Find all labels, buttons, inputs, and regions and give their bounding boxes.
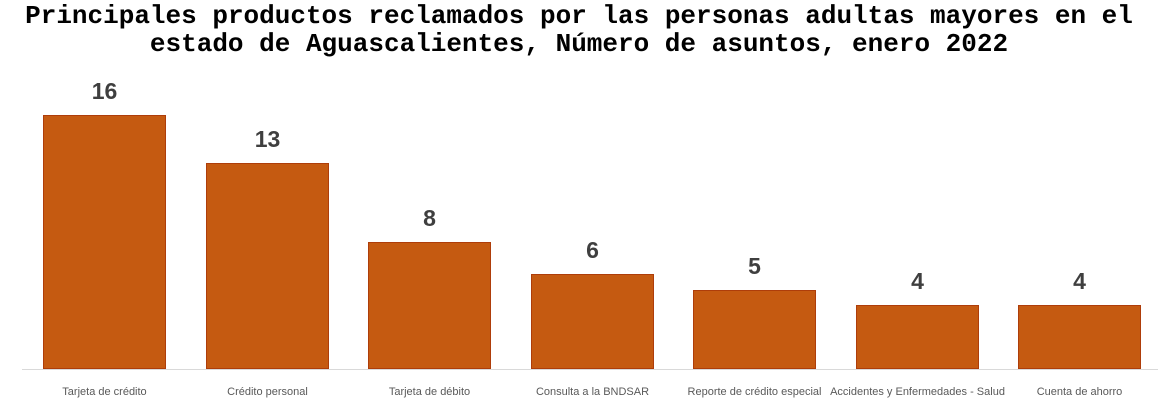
- value-label: 13: [254, 126, 281, 152]
- category-label: Consulta a la BNDSAR: [535, 386, 650, 398]
- chart-title: Principales productos reclamados por las…: [0, 2, 1158, 58]
- category-label: Tarjeta de crédito: [62, 386, 147, 398]
- bar: [43, 115, 166, 369]
- value-label: 4: [911, 268, 924, 294]
- bar: [856, 305, 979, 369]
- chart-title-line-2: estado de Aguascalientes, Número de asun…: [149, 29, 1009, 59]
- bar: [368, 242, 491, 369]
- chart-title-line-1: Principales productos reclamados por las…: [25, 1, 1133, 31]
- bar: [1018, 305, 1141, 369]
- category-label: Cuenta de ahorro: [1036, 386, 1123, 398]
- value-label: 16: [91, 78, 118, 104]
- value-label: 6: [586, 237, 599, 263]
- bar: [206, 163, 329, 369]
- value-label: 4: [1073, 268, 1086, 294]
- bar: [531, 274, 654, 369]
- x-axis-line: [22, 369, 1158, 370]
- category-label: Tarjeta de débito: [388, 386, 471, 398]
- category-label: Crédito personal: [227, 386, 308, 398]
- category-label: Reporte de crédito especial: [687, 386, 822, 398]
- value-label: 8: [423, 205, 436, 231]
- bar: [693, 290, 816, 369]
- category-label: Accidentes y Enfermedades - Salud: [830, 386, 1005, 398]
- value-label: 5: [748, 253, 761, 279]
